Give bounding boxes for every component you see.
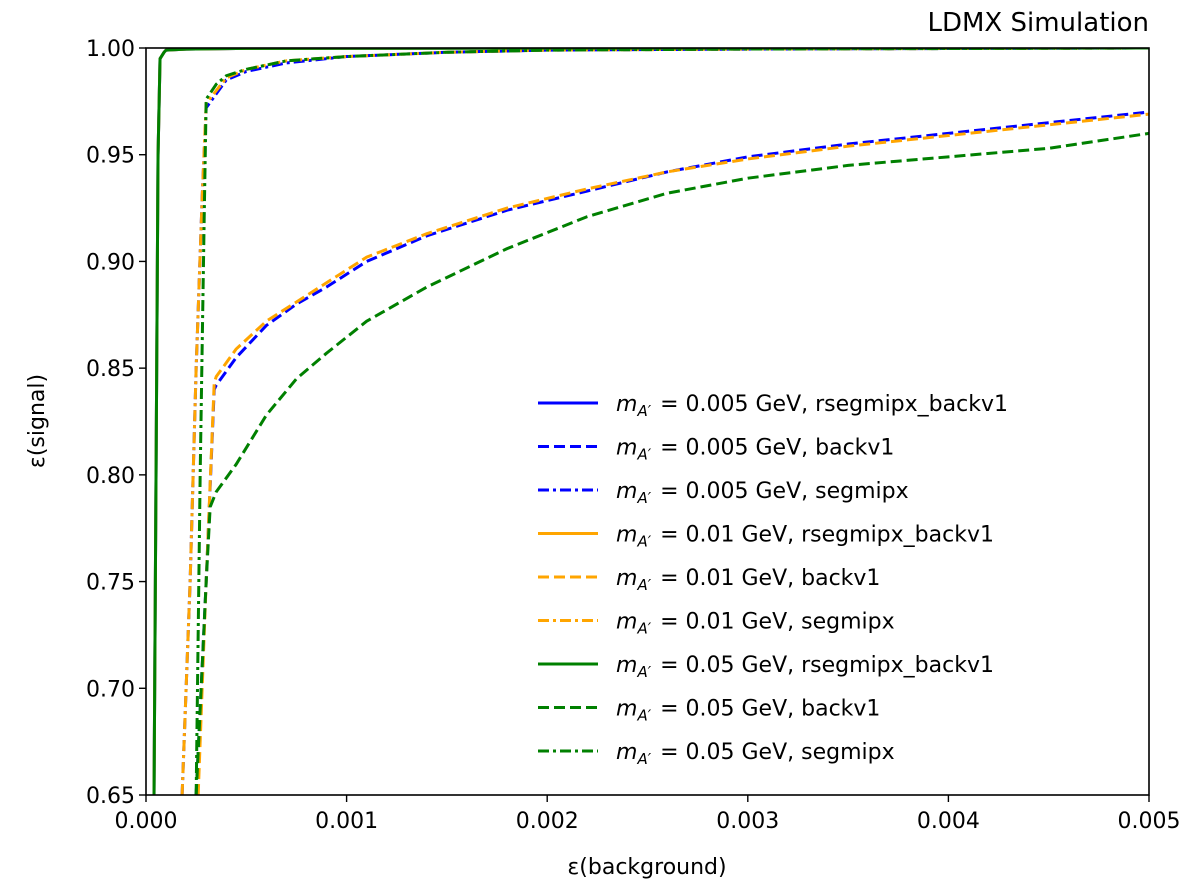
legend-mass-symbol: m: [616, 610, 637, 635]
x-axis: 0.000 0.001 0.002 0.003 0.004 0.005: [115, 795, 1181, 834]
legend-mass-subscript: A′: [636, 489, 651, 507]
legend-mass-symbol: m: [616, 436, 637, 461]
legend-entry: mA′ = 0.05 GeV, rsegmipx_backv1: [616, 653, 994, 681]
plot-frame: [145, 47, 1150, 796]
series-line-6: [180, 48, 1149, 795]
series-line-2: [194, 110, 1149, 795]
legend-mass-symbol: m: [616, 479, 637, 504]
y-tick-label: 1.00: [86, 37, 135, 62]
y-tick-label: 0.95: [86, 144, 135, 169]
legend-mass-subscript: A′: [636, 446, 651, 464]
legend-mass-subscript: A′: [636, 402, 651, 420]
legend-entry: mA′ = 0.005 GeV, backv1: [616, 436, 894, 464]
legend-mass-subscript: A′: [636, 620, 651, 638]
y-axis: 0.65 0.70 0.75 0.80 0.85 0.90 0.95 1.00: [86, 37, 146, 809]
legend-mass-subscript: A′: [636, 576, 651, 594]
y-tick-label: 0.85: [86, 357, 135, 382]
legend-entry: mA′ = 0.005 GeV, segmipx: [616, 479, 909, 507]
legend-mass-symbol: m: [616, 392, 637, 417]
legend-label: = 0.01 GeV, segmipx: [660, 610, 895, 635]
x-tick-label: 0.000: [115, 809, 178, 834]
x-axis-label: ε(background): [567, 855, 726, 880]
legend-mass-symbol: m: [616, 523, 637, 548]
legend-mass-subscript: A′: [636, 533, 651, 551]
legend-mass-subscript: A′: [636, 707, 651, 725]
legend-entry: mA′ = 0.01 GeV, backv1: [616, 566, 880, 594]
legend-label: = 0.05 GeV, rsegmipx_backv1: [660, 653, 994, 678]
legend-entry: mA′ = 0.05 GeV, segmipx: [616, 740, 895, 768]
legend-mass-symbol: m: [616, 740, 637, 765]
legend-entry: mA′ = 0.01 GeV, rsegmipx_backv1: [616, 523, 994, 551]
legend-entry: mA′ = 0.05 GeV, backv1: [616, 697, 880, 725]
legend-label: = 0.005 GeV, rsegmipx_backv1: [660, 392, 1008, 417]
series-line-9: [194, 48, 1149, 795]
x-tick-label: 0.004: [917, 809, 980, 834]
y-tick-label: 0.75: [86, 571, 135, 596]
x-tick-label: 0.002: [516, 809, 579, 834]
legend-entry: mA′ = 0.005 GeV, rsegmipx_backv1: [616, 392, 1008, 420]
y-tick-label: 0.90: [86, 250, 135, 275]
series-line-8: [194, 131, 1149, 795]
x-tick-label: 0.005: [1118, 809, 1181, 834]
series-line-5: [196, 112, 1149, 795]
legend-label: = 0.01 GeV, backv1: [660, 566, 880, 591]
y-axis-label: ε(signal): [25, 374, 50, 468]
legend-mass-subscript: A′: [636, 663, 651, 681]
legend-entry: mA′ = 0.01 GeV, segmipx: [616, 610, 895, 638]
series-layer: [152, 48, 1149, 795]
legend-label: = 0.01 GeV, rsegmipx_backv1: [660, 523, 994, 548]
legend-mass-symbol: m: [616, 566, 637, 591]
x-tick-label: 0.003: [716, 809, 779, 834]
chart-title: LDMX Simulation: [927, 8, 1149, 38]
y-tick-label: 0.70: [86, 677, 135, 702]
legend-label: = 0.05 GeV, backv1: [660, 697, 880, 722]
y-tick-label: 0.65: [86, 784, 135, 809]
legend-mass-subscript: A′: [636, 750, 651, 768]
x-tick-label: 0.001: [315, 809, 378, 834]
legend-label: = 0.005 GeV, segmipx: [660, 479, 909, 504]
legend-mass-symbol: m: [616, 697, 637, 722]
y-tick-label: 0.80: [86, 464, 135, 489]
legend-label: = 0.05 GeV, segmipx: [660, 740, 895, 765]
legend-mass-symbol: m: [616, 653, 637, 678]
legend-label: = 0.005 GeV, backv1: [660, 436, 894, 461]
